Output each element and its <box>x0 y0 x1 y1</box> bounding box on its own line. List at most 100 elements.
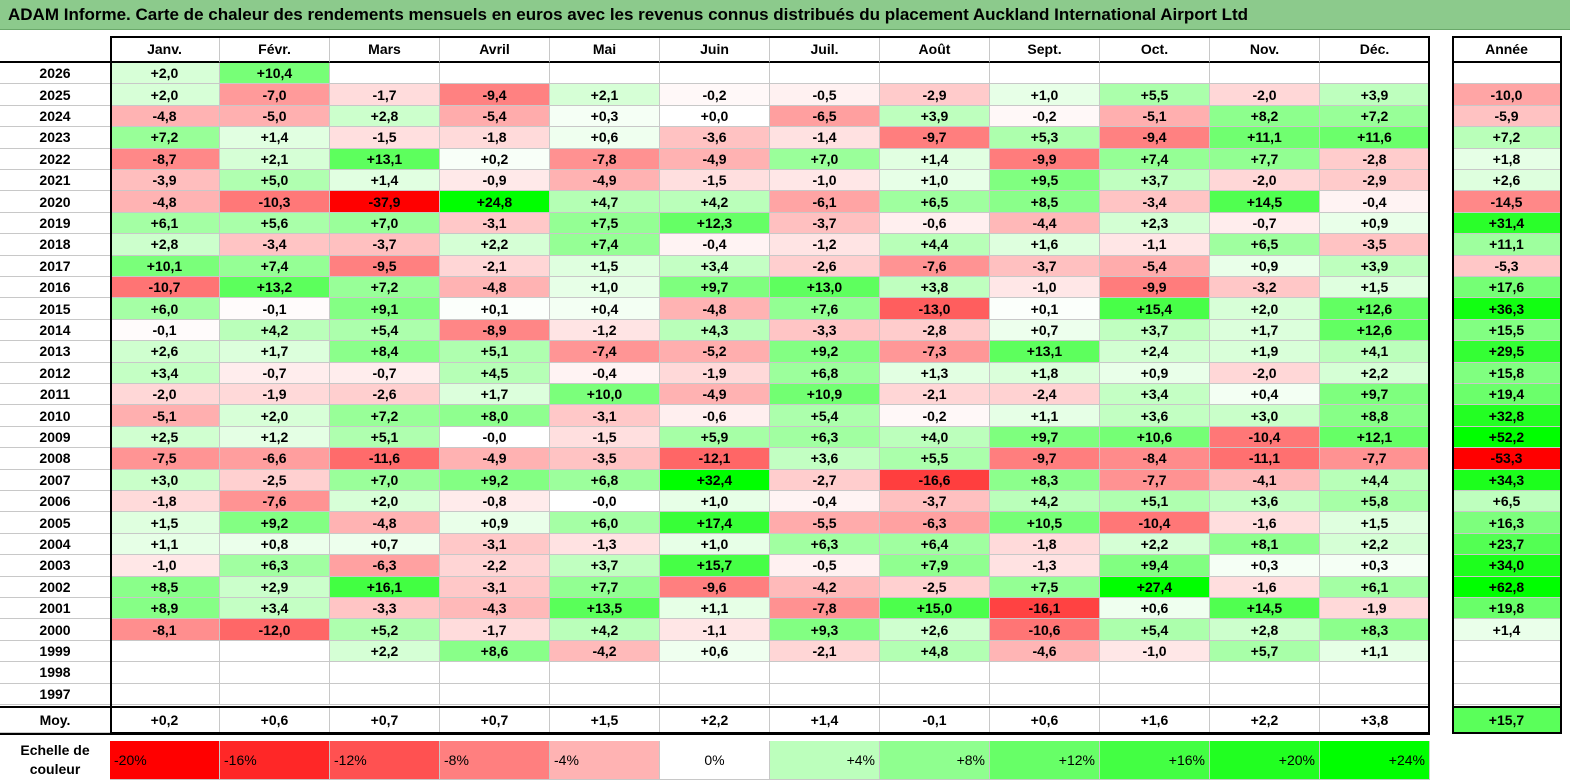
heatmap-cell: +6,3 <box>770 427 880 448</box>
color-scale-swatch: +16% <box>1100 741 1210 780</box>
heatmap-cell: -2,5 <box>220 470 330 491</box>
heatmap-cell: -1,3 <box>550 534 660 555</box>
heatmap-cell: -0,7 <box>330 363 440 384</box>
heatmap-cell: -8,9 <box>440 320 550 341</box>
heatmap-cell: +0,9 <box>440 512 550 533</box>
annual-cell: +6,5 <box>1452 491 1562 512</box>
heatmap-cell: +8,4 <box>330 341 440 362</box>
heatmap-cell: +1,5 <box>1320 277 1430 298</box>
heatmap-cell: +1,5 <box>1320 512 1430 533</box>
heatmap-cell: +0,3 <box>550 106 660 127</box>
heatmap-cell: -7,6 <box>220 491 330 512</box>
heatmap-cell <box>660 63 770 84</box>
heatmap-cell: +9,2 <box>440 470 550 491</box>
heatmap-cell: +10,1 <box>110 256 220 277</box>
color-scale-swatch: -4% <box>550 741 660 780</box>
month-header: Mars <box>330 37 440 63</box>
heatmap-cell: +12,1 <box>1320 427 1430 448</box>
heatmap-cell: -1,0 <box>770 170 880 191</box>
heatmap-cell: -7,7 <box>1100 470 1210 491</box>
heatmap-cell <box>110 662 220 683</box>
heatmap-cell: -0,6 <box>880 213 990 234</box>
heatmap-cell: -1,4 <box>770 127 880 148</box>
heatmap-cell: -0,0 <box>550 491 660 512</box>
heatmap-cell: +24,8 <box>440 191 550 212</box>
heatmap-cell: -2,9 <box>880 84 990 105</box>
heatmap-cell: -4,9 <box>440 448 550 469</box>
heatmap-cell: +2,2 <box>440 234 550 255</box>
heatmap-cell: -7,6 <box>880 256 990 277</box>
heatmap-cell: -7,3 <box>880 341 990 362</box>
year-label: 2000 <box>0 619 110 640</box>
annual-cell: -5,3 <box>1452 256 1562 277</box>
heatmap-cell <box>110 684 220 705</box>
heatmap-cell <box>220 662 330 683</box>
heatmap-cell <box>440 684 550 705</box>
year-label: 2015 <box>0 298 110 319</box>
heatmap-cell: +8,1 <box>1210 534 1320 555</box>
heatmap-cell: -5,4 <box>1100 256 1210 277</box>
heatmap-cell <box>110 641 220 662</box>
heatmap-grid: Janv. Févr. Mars Avril Mai Juin Juil. Août Sept.… <box>0 0 1570 783</box>
heatmap-cell: +2,8 <box>110 234 220 255</box>
heatmap-cell: +10,5 <box>990 512 1100 533</box>
heatmap-cell: -10,7 <box>110 277 220 298</box>
heatmap-cell: -0,2 <box>660 84 770 105</box>
average-row-bottom-rule <box>0 733 1430 735</box>
heatmap-cell: +5,0 <box>220 170 330 191</box>
heatmap-cell: +2,0 <box>1210 298 1320 319</box>
color-scale-swatch: +8% <box>880 741 990 780</box>
annual-cell: +19,4 <box>1452 384 1562 405</box>
heatmap-cell: -4,8 <box>660 298 770 319</box>
heatmap-cell: +7,2 <box>330 277 440 298</box>
heatmap-cell: -5,5 <box>770 512 880 533</box>
heatmap-cell: -0,2 <box>990 106 1100 127</box>
heatmap-cell: +1,0 <box>990 84 1100 105</box>
annual-cell <box>1452 63 1562 84</box>
annual-cell: +23,7 <box>1452 534 1562 555</box>
annual-cell: +2,6 <box>1452 170 1562 191</box>
month-header: Févr. <box>220 37 330 63</box>
heatmap-cell: -4,2 <box>770 577 880 598</box>
heatmap-cell: +17,4 <box>660 512 770 533</box>
heatmap-cell: -0,9 <box>440 170 550 191</box>
heatmap-cell: +7,2 <box>110 127 220 148</box>
heatmap-cell: +8,2 <box>1210 106 1320 127</box>
heatmap-cell: +3,6 <box>1210 491 1320 512</box>
heatmap-cell: -2,7 <box>770 470 880 491</box>
annual-cell: -10,0 <box>1452 84 1562 105</box>
heatmap-cell: +1,1 <box>1320 641 1430 662</box>
heatmap-cell: +1,4 <box>220 127 330 148</box>
annual-cell: +15,5 <box>1452 320 1562 341</box>
heatmap-cell: +2,4 <box>1100 341 1210 362</box>
average-cell: +0,7 <box>440 707 550 733</box>
heatmap-cell: +4,4 <box>1320 470 1430 491</box>
color-scale-swatch: +12% <box>990 741 1100 780</box>
heatmap-cell: +9,4 <box>1100 555 1210 576</box>
year-label: 2022 <box>0 149 110 170</box>
heatmap-cell: +7,7 <box>1210 149 1320 170</box>
annual-cell: +34,3 <box>1452 470 1562 491</box>
heatmap-cell: +12,6 <box>1320 298 1430 319</box>
annual-header: Année <box>1452 37 1562 63</box>
heatmap-cell: -0,4 <box>1320 191 1430 212</box>
heatmap-cell: -2,5 <box>880 577 990 598</box>
heatmap-cell: +7,9 <box>880 555 990 576</box>
heatmap-cell: -9,9 <box>1100 277 1210 298</box>
heatmap-cell: -6,5 <box>770 106 880 127</box>
heatmap-cell: +5,5 <box>1100 84 1210 105</box>
heatmap-cell: +7,5 <box>550 213 660 234</box>
heatmap-cell: -12,1 <box>660 448 770 469</box>
heatmap-cell: +9,7 <box>990 427 1100 448</box>
month-header: Sept. <box>990 37 1100 63</box>
heatmap-cell: +7,5 <box>990 577 1100 598</box>
heatmap-cell: -4,8 <box>110 191 220 212</box>
heatmap-cell: +6,8 <box>550 470 660 491</box>
heatmap-cell: +2,5 <box>110 427 220 448</box>
heatmap-cell: -0,7 <box>1210 213 1320 234</box>
heatmap-cell: -2,8 <box>880 320 990 341</box>
heatmap-cell: -1,5 <box>660 170 770 191</box>
heatmap-cell: -7,8 <box>770 598 880 619</box>
heatmap-cell <box>220 684 330 705</box>
heatmap-cell: +2,1 <box>220 149 330 170</box>
